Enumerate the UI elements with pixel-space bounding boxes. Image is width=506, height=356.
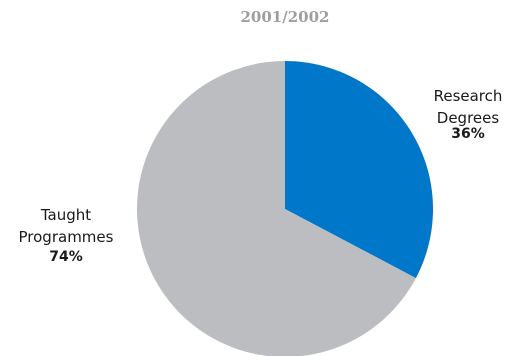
pie-slice-1 <box>137 61 416 356</box>
pie-slice-0 <box>285 61 434 279</box>
slice-percent-taught: 74% <box>49 249 83 265</box>
pie-slices <box>137 61 434 356</box>
slice-label-taught-line1: Taught <box>40 206 91 224</box>
slice-label-research-line2: Degrees <box>437 109 500 127</box>
slice-label-taught-line2: Programmes <box>19 228 114 246</box>
chart-title: 2001/2002 <box>241 8 330 26</box>
slice-percent-research: 36% <box>451 126 485 142</box>
slice-label-research-line1: Research <box>434 87 503 105</box>
